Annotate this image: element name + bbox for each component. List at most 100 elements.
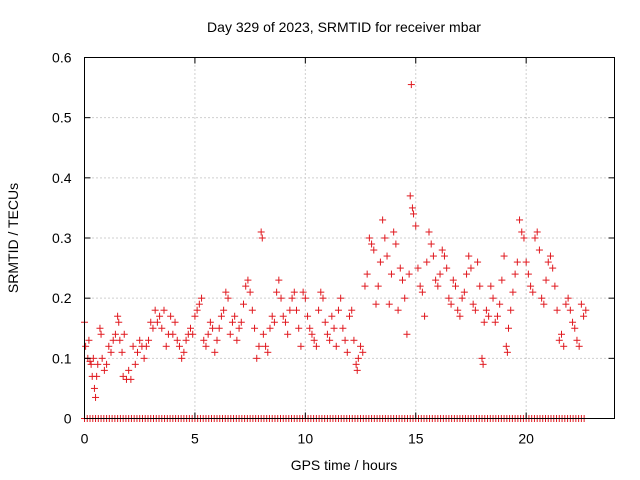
data-point (529, 288, 537, 296)
data-point (553, 306, 561, 314)
data-point (153, 318, 161, 326)
data-point (354, 354, 362, 362)
data-point (436, 270, 444, 278)
data-point (407, 81, 415, 89)
data-point (555, 336, 563, 344)
data-point (363, 270, 371, 278)
data-point (217, 312, 225, 320)
data-point (560, 342, 568, 350)
data-point (149, 324, 157, 332)
x-tick-label-0: 0 (81, 431, 89, 447)
data-point (343, 348, 351, 356)
data-point (195, 300, 203, 308)
data-point (330, 324, 338, 332)
data-point (248, 306, 256, 314)
data-point (520, 234, 528, 242)
x-axis-tick-labels: 0 5 10 15 20 (81, 431, 535, 447)
data-point (131, 360, 139, 368)
data-point (173, 336, 181, 344)
data-point (401, 294, 409, 302)
data-point (182, 336, 190, 344)
data-point (134, 348, 141, 356)
data-point (211, 348, 219, 356)
data-point (524, 270, 532, 278)
y-axis-label: SRMTID / TECUs (5, 183, 21, 293)
data-point (558, 330, 565, 338)
data-point (270, 318, 278, 326)
data-point (187, 324, 194, 332)
data-point (258, 234, 266, 242)
data-point (582, 306, 590, 314)
data-point (266, 324, 274, 332)
data-point (215, 324, 223, 332)
data-point (242, 282, 250, 290)
data-point (394, 306, 402, 314)
data-point (383, 252, 391, 260)
data-point (114, 312, 122, 320)
data-point (116, 336, 124, 344)
data-point (425, 228, 433, 236)
y-tick-label-0: 0 (64, 411, 72, 427)
data-point (244, 276, 252, 284)
data-point (573, 336, 581, 344)
data-point (281, 318, 289, 326)
data-point (90, 384, 98, 392)
data-point (220, 306, 228, 314)
data-point (516, 216, 524, 224)
data-point (233, 336, 241, 344)
data-point (538, 294, 546, 302)
data-point (339, 324, 347, 332)
data-point (125, 366, 133, 374)
data-point (443, 264, 451, 272)
data-point (463, 270, 471, 278)
data-point (171, 318, 179, 326)
data-point (427, 240, 435, 248)
data-point (145, 336, 153, 344)
data-point (412, 222, 420, 230)
data-point (105, 342, 113, 350)
data-point (502, 342, 510, 350)
data-point (535, 246, 543, 254)
data-point (493, 312, 501, 320)
data-point (361, 282, 369, 290)
data-point (469, 300, 477, 308)
x-tick-label-3: 15 (408, 431, 424, 447)
data-point (193, 306, 201, 314)
data-point (328, 312, 336, 320)
x-axis-label: GPS time / hours (291, 457, 398, 473)
data-point (387, 270, 395, 278)
data-point (118, 348, 126, 356)
data-point (120, 330, 128, 338)
data-point (92, 393, 100, 401)
data-point (489, 294, 497, 302)
data-point (264, 348, 272, 356)
data-point (290, 288, 298, 296)
data-point (87, 360, 95, 368)
data-point (544, 258, 552, 266)
data-point (418, 288, 426, 296)
data-point (421, 312, 429, 320)
data-point (533, 228, 541, 236)
data-point (392, 240, 400, 248)
data-point (414, 264, 422, 272)
data-point (273, 288, 281, 296)
data-point (396, 264, 404, 272)
data-point (482, 306, 490, 314)
data-point (511, 270, 519, 278)
data-point (423, 258, 431, 266)
axis-ticks (84, 57, 615, 419)
data-point (370, 246, 378, 254)
y-tick-label-4: 0.4 (52, 170, 72, 186)
data-point (262, 342, 270, 350)
data-point (228, 318, 236, 326)
x-tick-label-4: 20 (518, 431, 534, 447)
data-point (175, 342, 183, 350)
data-point (111, 330, 119, 338)
data-point (268, 312, 276, 320)
data-point (416, 282, 424, 290)
data-point (580, 312, 588, 320)
data-point (253, 354, 261, 362)
data-point (332, 342, 340, 350)
data-point (206, 318, 214, 326)
data-point (200, 336, 208, 344)
